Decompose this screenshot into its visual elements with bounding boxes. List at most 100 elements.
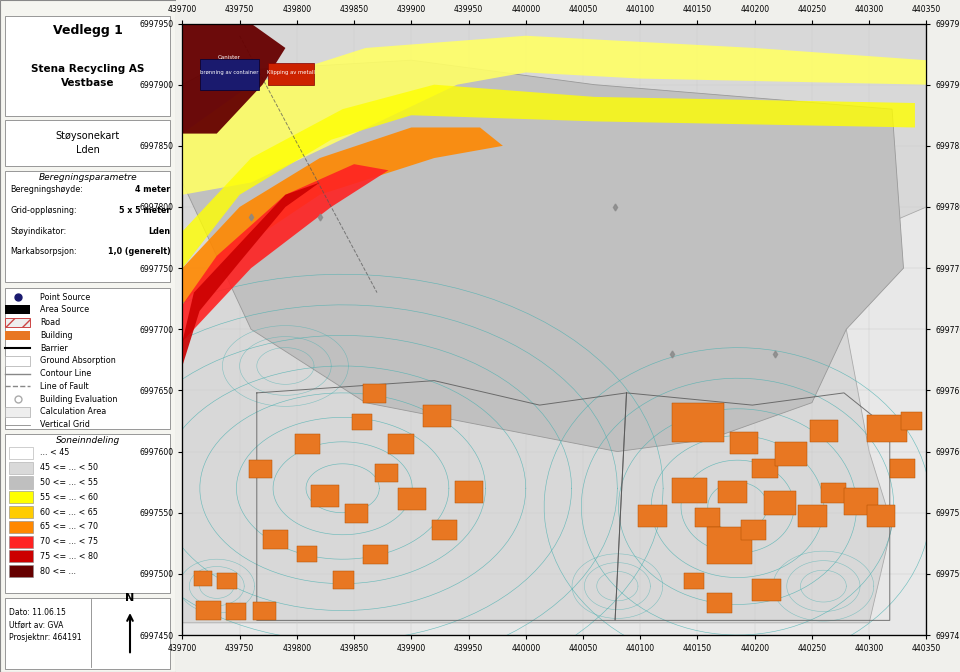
Text: Støysonekart
Lden: Støysonekart Lden: [56, 131, 120, 155]
Text: Vedlegg 1: Vedlegg 1: [53, 24, 123, 37]
Text: 75 <= ... < 80: 75 <= ... < 80: [40, 552, 99, 561]
Text: Building Evaluation: Building Evaluation: [40, 394, 118, 404]
Bar: [295, 435, 320, 454]
Bar: [363, 544, 389, 564]
Bar: [707, 528, 753, 564]
Text: Markabsorpsjon:: Markabsorpsjon:: [11, 247, 77, 257]
Text: 1,0 (generelt): 1,0 (generelt): [108, 247, 171, 257]
Bar: [389, 435, 414, 454]
Bar: [5, 171, 171, 282]
Bar: [422, 405, 451, 427]
Bar: [333, 571, 354, 589]
Text: Barrier: Barrier: [40, 343, 68, 353]
Text: Dato: 11.06.15
Utført av: GVA
Prosjektnr: 464191: Dato: 11.06.15 Utført av: GVA Prosjektnr…: [9, 608, 82, 642]
Polygon shape: [182, 36, 926, 195]
Bar: [730, 432, 758, 454]
Text: 60 <= ... < 65: 60 <= ... < 65: [40, 507, 98, 517]
Bar: [764, 491, 796, 515]
Bar: [345, 504, 368, 523]
Bar: [798, 505, 827, 528]
Bar: [753, 459, 778, 478]
Text: 65 <= ... < 70: 65 <= ... < 70: [40, 522, 99, 532]
Bar: [9, 536, 34, 548]
Text: Beregningsparametre: Beregningsparametre: [38, 173, 137, 182]
Text: Grid-oppløsning:: Grid-oppløsning:: [11, 206, 77, 215]
Text: N: N: [126, 593, 134, 603]
Bar: [695, 508, 720, 528]
Text: Vertical Grid: Vertical Grid: [40, 420, 90, 429]
Text: Line of Fault: Line of Fault: [40, 382, 89, 391]
Text: 5 x 5 meter: 5 x 5 meter: [119, 206, 171, 215]
Polygon shape: [182, 24, 285, 134]
Bar: [5, 407, 30, 417]
Bar: [9, 521, 34, 533]
Bar: [455, 481, 484, 503]
Bar: [707, 593, 732, 613]
Bar: [776, 442, 807, 466]
Bar: [297, 546, 318, 562]
Bar: [638, 505, 666, 528]
Bar: [741, 520, 766, 540]
Bar: [753, 579, 781, 601]
Bar: [311, 485, 339, 507]
Bar: [9, 565, 34, 577]
Bar: [249, 460, 272, 478]
Text: 4 meter: 4 meter: [135, 185, 171, 194]
Bar: [809, 420, 838, 442]
Polygon shape: [182, 164, 389, 341]
Bar: [397, 489, 426, 510]
Text: 55 <= ... < 60: 55 <= ... < 60: [40, 493, 99, 502]
Bar: [684, 573, 705, 589]
Bar: [363, 384, 386, 403]
Bar: [5, 120, 171, 166]
Bar: [9, 476, 34, 489]
Polygon shape: [182, 85, 915, 268]
Bar: [821, 483, 847, 503]
Bar: [5, 318, 30, 327]
Bar: [9, 506, 34, 518]
Bar: [253, 602, 276, 620]
Text: 45 <= ... < 50: 45 <= ... < 50: [40, 463, 99, 472]
Bar: [844, 489, 878, 515]
Bar: [5, 356, 30, 366]
Text: Building: Building: [40, 331, 73, 340]
Text: Beregningshøyde:: Beregningshøyde:: [11, 185, 84, 194]
Text: Calculation Area: Calculation Area: [40, 407, 107, 417]
Polygon shape: [182, 183, 320, 366]
Bar: [194, 571, 212, 586]
Bar: [217, 573, 237, 589]
Bar: [5, 434, 171, 593]
Bar: [268, 62, 314, 85]
Bar: [226, 603, 247, 620]
Text: Road: Road: [40, 318, 60, 327]
Bar: [351, 414, 372, 429]
Bar: [432, 520, 457, 540]
Bar: [9, 447, 34, 459]
Text: Støyindikator:: Støyindikator:: [11, 226, 67, 236]
Bar: [867, 505, 896, 528]
Bar: [5, 288, 171, 429]
Bar: [196, 601, 222, 620]
Text: Canister: Canister: [218, 55, 241, 60]
Text: 70 <= ... < 75: 70 <= ... < 75: [40, 537, 99, 546]
Bar: [901, 413, 922, 429]
Text: Ground Absorption: Ground Absorption: [40, 356, 116, 366]
Text: Lden: Lden: [148, 226, 171, 236]
Bar: [890, 459, 915, 478]
Text: Point Source: Point Source: [40, 292, 90, 302]
Bar: [672, 403, 724, 442]
Bar: [9, 491, 34, 503]
Text: 80 <= ...: 80 <= ...: [40, 566, 77, 576]
Bar: [262, 530, 288, 550]
Text: Soneinndeling: Soneinndeling: [56, 436, 120, 446]
Polygon shape: [182, 24, 926, 623]
Polygon shape: [182, 128, 503, 305]
Text: Contour Line: Contour Line: [40, 369, 91, 378]
Bar: [718, 481, 747, 503]
Text: ... < 45: ... < 45: [40, 448, 70, 458]
Bar: [5, 331, 30, 340]
Text: Area Source: Area Source: [40, 305, 89, 314]
Bar: [9, 550, 34, 562]
Text: 50 <= ... < 55: 50 <= ... < 55: [40, 478, 99, 487]
Bar: [9, 462, 34, 474]
